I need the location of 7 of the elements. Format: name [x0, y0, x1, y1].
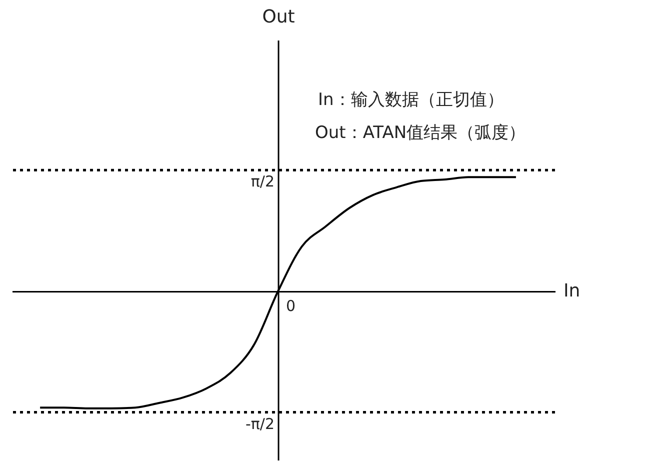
- x-axis-title: In: [564, 280, 580, 302]
- y-tick-label: π/2: [250, 172, 275, 191]
- annotation: In：输入数据（正切值）: [318, 90, 504, 110]
- y-axis-title: Out: [262, 6, 295, 28]
- annotation: 0: [286, 297, 296, 316]
- annotation: Out：ATAN值结果（弧度）: [315, 123, 526, 143]
- y-tick-label: -π/2: [245, 414, 275, 433]
